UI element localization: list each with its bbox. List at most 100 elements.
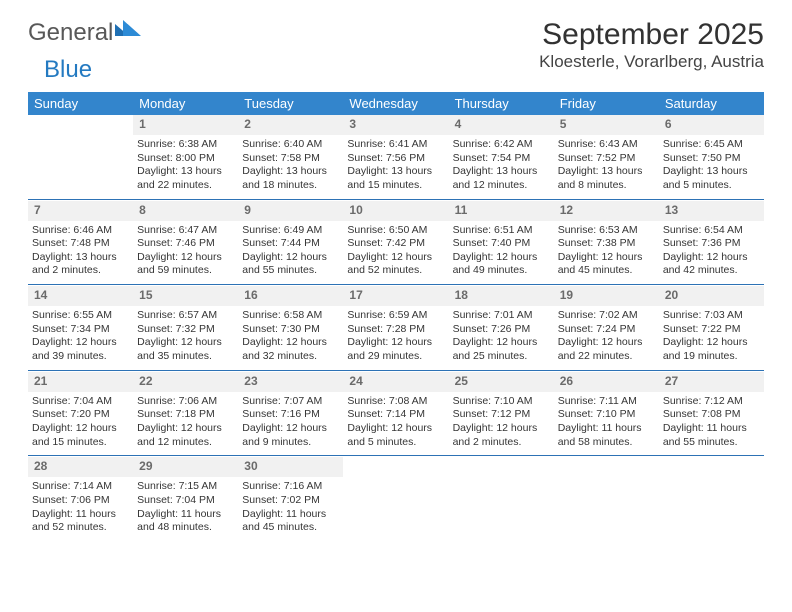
sunrise-text: Sunrise: 7:01 AM [453,309,550,323]
day-cell: Sunrise: 7:03 AMSunset: 7:22 PMDaylight:… [659,306,764,370]
sunset-text: Sunset: 7:40 PM [453,237,550,251]
day-cell: Sunrise: 6:46 AMSunset: 7:48 PMDaylight:… [28,221,133,285]
sunrise-text: Sunrise: 7:02 AM [558,309,655,323]
daylight-text: Daylight: 12 hours and 9 minutes. [242,422,339,449]
sunset-text: Sunset: 7:06 PM [32,494,129,508]
daylight-text: Daylight: 12 hours and 15 minutes. [32,422,129,449]
sunset-text: Sunset: 7:12 PM [453,408,550,422]
day-cell-content: Sunrise: 6:41 AMSunset: 7:56 PMDaylight:… [347,137,444,193]
day-cell-content: Sunrise: 6:51 AMSunset: 7:40 PMDaylight:… [453,223,550,279]
sunrise-text: Sunrise: 7:07 AM [242,395,339,409]
day-cell: Sunrise: 6:43 AMSunset: 7:52 PMDaylight:… [554,135,659,199]
day-cell: Sunrise: 7:08 AMSunset: 7:14 PMDaylight:… [343,392,448,456]
day-number: 12 [554,201,659,221]
day-content-row: Sunrise: 7:14 AMSunset: 7:06 PMDaylight:… [28,477,764,541]
daylight-text: Daylight: 13 hours and 15 minutes. [347,165,444,192]
sunset-text: Sunset: 7:34 PM [32,323,129,337]
daynum-row: 14151617181920 [28,286,764,306]
day-cell: Sunrise: 7:01 AMSunset: 7:26 PMDaylight:… [449,306,554,370]
sunset-text: Sunset: 8:00 PM [137,152,234,166]
sunset-text: Sunset: 7:14 PM [347,408,444,422]
day-number: 17 [343,286,448,306]
day-cell-content: Sunrise: 6:50 AMSunset: 7:42 PMDaylight:… [347,223,444,279]
daylight-text: Daylight: 13 hours and 12 minutes. [453,165,550,192]
month-title: September 2025 [539,18,764,52]
day-cell: Sunrise: 7:11 AMSunset: 7:10 PMDaylight:… [554,392,659,456]
sunrise-text: Sunrise: 7:04 AM [32,395,129,409]
day-cell: Sunrise: 6:54 AMSunset: 7:36 PMDaylight:… [659,221,764,285]
day-number [343,457,448,477]
day-number: 4 [449,115,554,135]
day-cell-content: Sunrise: 6:38 AMSunset: 8:00 PMDaylight:… [137,137,234,193]
day-cell-content: Sunrise: 7:10 AMSunset: 7:12 PMDaylight:… [453,394,550,450]
day-cell: Sunrise: 6:51 AMSunset: 7:40 PMDaylight:… [449,221,554,285]
weekday-header: Wednesday [343,92,448,115]
daylight-text: Daylight: 11 hours and 45 minutes. [242,508,339,535]
sunset-text: Sunset: 7:38 PM [558,237,655,251]
weekday-header: Tuesday [238,92,343,115]
daylight-text: Daylight: 11 hours and 55 minutes. [663,422,760,449]
daylight-text: Daylight: 12 hours and 22 minutes. [558,336,655,363]
day-cell-content: Sunrise: 6:46 AMSunset: 7:48 PMDaylight:… [32,223,129,279]
day-cell-content [663,479,760,480]
sunrise-text: Sunrise: 6:43 AM [558,138,655,152]
day-cell-content [347,479,444,480]
day-number: 19 [554,286,659,306]
daylight-text: Daylight: 12 hours and 29 minutes. [347,336,444,363]
sunrise-text: Sunrise: 6:41 AM [347,138,444,152]
daylight-text: Daylight: 12 hours and 2 minutes. [453,422,550,449]
title-block: September 2025 Kloesterle, Vorarlberg, A… [539,18,764,72]
day-number: 18 [449,286,554,306]
daylight-text: Daylight: 11 hours and 52 minutes. [32,508,129,535]
sunset-text: Sunset: 7:02 PM [242,494,339,508]
day-number: 21 [28,372,133,392]
sunset-text: Sunset: 7:22 PM [663,323,760,337]
day-cell: Sunrise: 6:40 AMSunset: 7:58 PMDaylight:… [238,135,343,199]
day-number: 13 [659,201,764,221]
daylight-text: Daylight: 12 hours and 52 minutes. [347,251,444,278]
sunset-text: Sunset: 7:46 PM [137,237,234,251]
day-cell-content: Sunrise: 7:03 AMSunset: 7:22 PMDaylight:… [663,308,760,364]
day-content-row: Sunrise: 6:55 AMSunset: 7:34 PMDaylight:… [28,306,764,370]
day-cell: Sunrise: 6:50 AMSunset: 7:42 PMDaylight:… [343,221,448,285]
day-cell: Sunrise: 7:02 AMSunset: 7:24 PMDaylight:… [554,306,659,370]
sunrise-text: Sunrise: 7:15 AM [137,480,234,494]
daylight-text: Daylight: 12 hours and 35 minutes. [137,336,234,363]
daylight-text: Daylight: 12 hours and 12 minutes. [137,422,234,449]
day-cell-content: Sunrise: 7:08 AMSunset: 7:14 PMDaylight:… [347,394,444,450]
separator-rule [28,284,764,285]
sunset-text: Sunset: 7:56 PM [347,152,444,166]
sunrise-text: Sunrise: 6:51 AM [453,224,550,238]
day-cell-content: Sunrise: 6:45 AMSunset: 7:50 PMDaylight:… [663,137,760,193]
day-number [449,457,554,477]
day-number: 27 [659,372,764,392]
sunrise-text: Sunrise: 6:38 AM [137,138,234,152]
sunset-text: Sunset: 7:04 PM [137,494,234,508]
day-number: 11 [449,201,554,221]
day-number: 2 [238,115,343,135]
day-cell-content: Sunrise: 6:55 AMSunset: 7:34 PMDaylight:… [32,308,129,364]
day-cell [28,135,133,199]
day-cell-content: Sunrise: 7:14 AMSunset: 7:06 PMDaylight:… [32,479,129,535]
day-cell: Sunrise: 7:15 AMSunset: 7:04 PMDaylight:… [133,477,238,541]
daylight-text: Daylight: 13 hours and 2 minutes. [32,251,129,278]
brand-part1: General [28,19,113,47]
sunrise-text: Sunrise: 6:47 AM [137,224,234,238]
sunrise-text: Sunrise: 7:03 AM [663,309,760,323]
daylight-text: Daylight: 12 hours and 42 minutes. [663,251,760,278]
day-cell-content [558,479,655,480]
day-content-row: Sunrise: 6:38 AMSunset: 8:00 PM Daylight:… [28,135,764,199]
daylight-text: Daylight: 12 hours and 39 minutes. [32,336,129,363]
separator-rule [28,199,764,200]
sunrise-text: Sunrise: 6:42 AM [453,138,550,152]
day-content-row: Sunrise: 6:46 AMSunset: 7:48 PMDaylight:… [28,221,764,285]
sunset-text: Sunset: 7:52 PM [558,152,655,166]
day-cell: Sunrise: 6:55 AMSunset: 7:34 PMDaylight:… [28,306,133,370]
day-cell: Sunrise: 7:06 AMSunset: 7:18 PMDaylight:… [133,392,238,456]
day-cell: Sunrise: 6:59 AMSunset: 7:28 PMDaylight:… [343,306,448,370]
weekday-header: Monday [133,92,238,115]
day-cell: Sunrise: 7:16 AMSunset: 7:02 PMDaylight:… [238,477,343,541]
day-number: 8 [133,201,238,221]
sunset-text: Sunset: 7:50 PM [663,152,760,166]
daylight-text: Daylight: 11 hours and 58 minutes. [558,422,655,449]
